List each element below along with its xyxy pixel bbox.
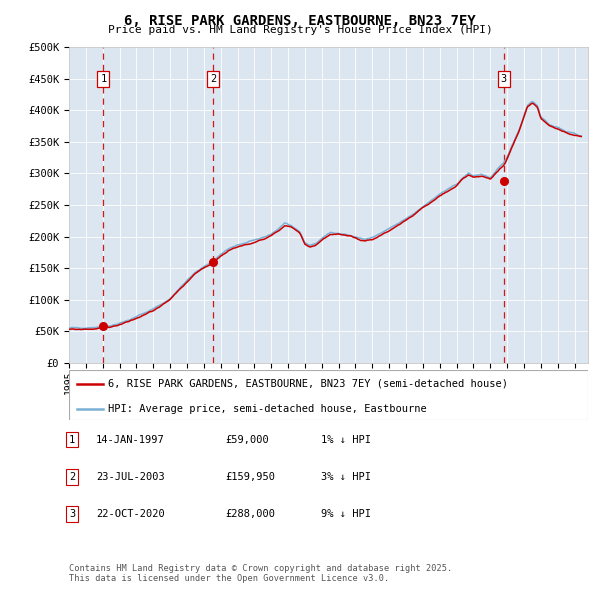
Text: 14-JAN-1997: 14-JAN-1997 <box>96 435 165 444</box>
Text: 2: 2 <box>210 74 217 84</box>
Text: 6, RISE PARK GARDENS, EASTBOURNE, BN23 7EY: 6, RISE PARK GARDENS, EASTBOURNE, BN23 7… <box>124 14 476 28</box>
Text: 1: 1 <box>100 74 107 84</box>
Text: £288,000: £288,000 <box>225 509 275 519</box>
Text: 2: 2 <box>69 472 75 481</box>
Text: 3: 3 <box>69 509 75 519</box>
Text: 1: 1 <box>69 435 75 444</box>
Text: 3% ↓ HPI: 3% ↓ HPI <box>321 472 371 481</box>
Text: Contains HM Land Registry data © Crown copyright and database right 2025.
This d: Contains HM Land Registry data © Crown c… <box>69 563 452 583</box>
Text: 1% ↓ HPI: 1% ↓ HPI <box>321 435 371 444</box>
Text: 3: 3 <box>501 74 507 84</box>
Text: £159,950: £159,950 <box>225 472 275 481</box>
Text: Price paid vs. HM Land Registry's House Price Index (HPI): Price paid vs. HM Land Registry's House … <box>107 25 493 35</box>
Text: 6, RISE PARK GARDENS, EASTBOURNE, BN23 7EY (semi-detached house): 6, RISE PARK GARDENS, EASTBOURNE, BN23 7… <box>108 379 508 389</box>
Text: 9% ↓ HPI: 9% ↓ HPI <box>321 509 371 519</box>
Text: HPI: Average price, semi-detached house, Eastbourne: HPI: Average price, semi-detached house,… <box>108 404 427 414</box>
Text: 22-OCT-2020: 22-OCT-2020 <box>96 509 165 519</box>
Text: £59,000: £59,000 <box>225 435 269 444</box>
Text: 23-JUL-2003: 23-JUL-2003 <box>96 472 165 481</box>
